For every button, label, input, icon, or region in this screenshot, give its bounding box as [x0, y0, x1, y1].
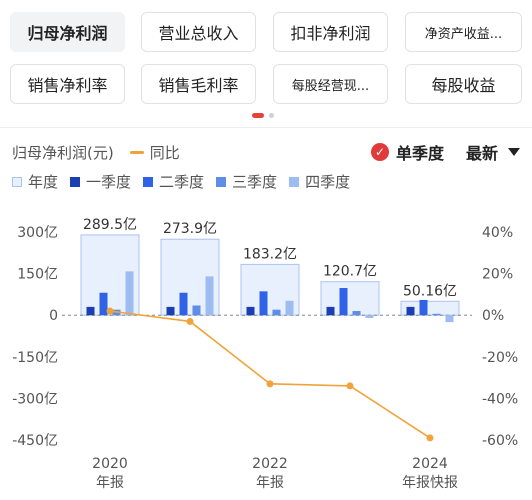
quarter-bar-1	[246, 306, 255, 316]
quarter-bar-2	[99, 292, 108, 316]
x-tick-label: 2024	[412, 456, 448, 472]
quarter-bar-1	[86, 306, 95, 316]
legend-item-q4[interactable]: 四季度	[289, 171, 350, 192]
quarter-bar-3	[192, 305, 201, 316]
yoy-line	[109, 310, 431, 439]
annual-value-label: 50.16亿	[403, 283, 457, 299]
y-right-tick-label: 20%	[482, 267, 513, 283]
quarter-bar-3	[272, 309, 281, 316]
legend-item-year[interactable]: 年度	[12, 171, 58, 192]
quarter-bar-4	[125, 271, 134, 316]
tab-roe[interactable]: 净资产收益...	[405, 12, 522, 52]
y-left-tick-label: -450亿	[12, 433, 58, 449]
tab-net-margin[interactable]: 销售净利率	[10, 64, 125, 104]
legend-label: 一季度	[86, 173, 132, 191]
chart-controls: ✓ 单季度 最新	[370, 140, 520, 164]
yoy-point	[426, 434, 434, 442]
legend-swatch	[289, 176, 300, 187]
tab-operating-cash-per-share[interactable]: 每股经营现...	[273, 64, 388, 104]
annual-value-label: 289.5亿	[83, 217, 137, 233]
quarterly-toggle[interactable]: 单季度	[395, 144, 444, 163]
y-left-tick-label: 0	[49, 308, 58, 324]
x-tick-label: 2020	[92, 456, 128, 472]
metric-label: 归母净利润(元)	[12, 143, 114, 162]
quarter-bar-2	[339, 288, 348, 316]
tab-gross-margin[interactable]: 销售毛利率	[141, 64, 256, 104]
quarter-bar-4	[445, 315, 454, 323]
legend-label: 三季度	[232, 173, 278, 191]
x-tick-sublabel: 年报	[256, 475, 284, 491]
legend-item-q1[interactable]: 一季度	[70, 171, 131, 192]
yoy-point	[186, 317, 194, 325]
y-right-tick-label: -60%	[482, 433, 518, 449]
y-left-tick-label: 300亿	[17, 225, 58, 241]
legend-item-q3[interactable]: 三季度	[216, 171, 277, 192]
tab-label: 净资产收益...	[424, 26, 503, 42]
tab-label: 销售毛利率	[158, 76, 239, 95]
quarter-legend: 年度 一季度 二季度 三季度 四季度	[12, 171, 362, 192]
quarter-bar-2	[259, 291, 268, 316]
legend-label: 年度	[28, 173, 59, 191]
y-left-tick-label: -150亿	[12, 350, 58, 366]
y-left-tick-label: -300亿	[12, 391, 58, 407]
y-right-tick-label: 40%	[482, 225, 513, 241]
tab-net-profit[interactable]: 归母净利润	[10, 12, 125, 52]
quarter-bar-4	[365, 315, 374, 318]
y-left-tick-label: 150亿	[17, 267, 58, 283]
tab-label: 营业总收入	[158, 24, 239, 43]
x-tick-sublabel: 年报	[96, 475, 124, 491]
tab-label: 每股经营现...	[291, 78, 370, 94]
yoy-point	[106, 307, 114, 315]
legend-swatch	[216, 176, 227, 187]
y-right-tick-label: -20%	[482, 350, 518, 366]
tab-total-revenue[interactable]: 营业总收入	[141, 12, 256, 52]
pager-dot-active[interactable]	[252, 113, 264, 118]
metric-tab-bar: 归母净利润 营业总收入 扣非净利润 净资产收益... 销售净利率 销售毛利率 每…	[0, 0, 532, 112]
annual-value-label: 273.9亿	[163, 221, 217, 237]
tab-label: 扣非净利润	[290, 24, 371, 43]
sort-select[interactable]: 最新	[465, 144, 498, 163]
yoy-point	[266, 380, 274, 388]
yoy-line-swatch	[129, 150, 144, 154]
quarter-bar-3	[352, 311, 361, 316]
quarter-bar-1	[166, 306, 175, 316]
legend-swatch	[12, 176, 22, 187]
quarter-bar-1	[326, 306, 335, 316]
quarter-bar-3	[432, 313, 441, 316]
legend-swatch	[143, 176, 154, 187]
tab-label: 销售净利率	[27, 76, 108, 95]
quarter-bar-1	[406, 306, 415, 316]
tab-label: 每股收益	[431, 76, 496, 95]
tab-label: 归母净利润	[27, 24, 108, 43]
quarter-bar-4	[285, 300, 294, 316]
annual-value-label: 120.7亿	[323, 264, 377, 280]
tab-pager	[252, 113, 274, 118]
annual-value-label: 183.2亿	[243, 246, 297, 262]
x-tick-sublabel: 年报快报	[402, 475, 458, 491]
legend-swatch	[70, 176, 81, 187]
x-tick-label: 2022	[252, 456, 288, 472]
chevron-down-icon[interactable]	[508, 148, 520, 156]
chart-header-legend: 归母净利润(元) 同比	[12, 141, 180, 163]
legend-label: 二季度	[159, 173, 205, 191]
legend-item-q2[interactable]: 二季度	[143, 171, 204, 192]
yoy-label: 同比	[149, 143, 180, 162]
check-icon[interactable]: ✓	[370, 143, 389, 161]
y-right-tick-label: 0%	[482, 308, 504, 324]
pager-dot[interactable]	[269, 113, 274, 118]
divider	[0, 127, 532, 128]
tab-deducted-net-profit[interactable]: 扣非净利润	[273, 12, 388, 52]
legend-label: 四季度	[305, 173, 351, 191]
quarter-bar-2	[419, 299, 428, 316]
quarter-bar-2	[179, 292, 188, 316]
tab-eps[interactable]: 每股收益	[405, 64, 522, 104]
quarter-bar-4	[205, 276, 214, 316]
yoy-point	[346, 382, 354, 390]
y-right-tick-label: -40%	[482, 391, 518, 407]
